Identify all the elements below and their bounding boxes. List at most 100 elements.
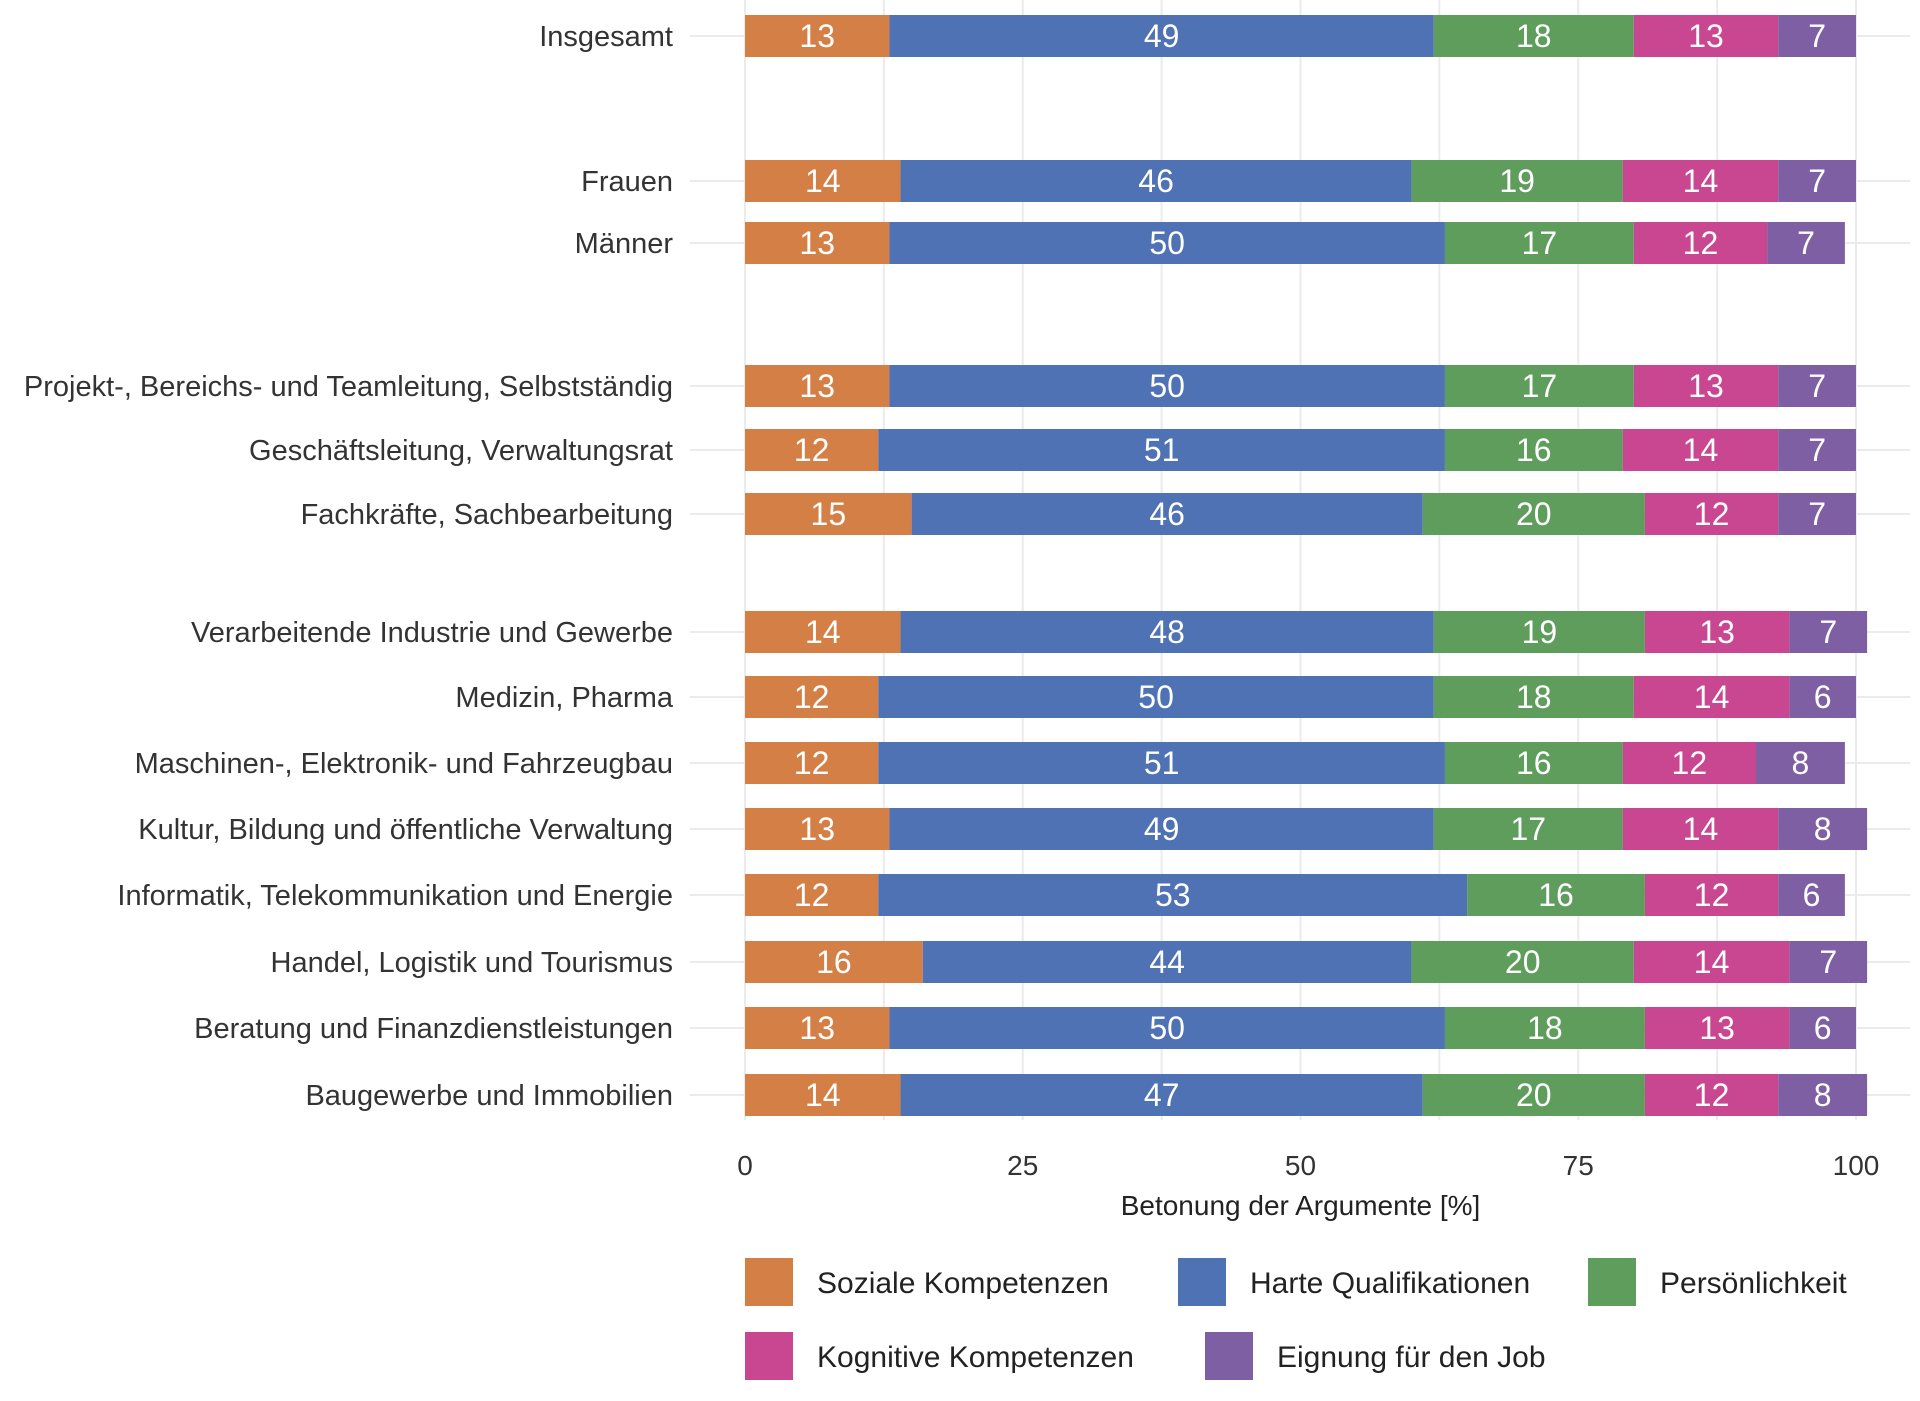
bar-segment bbox=[1633, 365, 1779, 407]
bar-segment bbox=[889, 1007, 1445, 1049]
data-label: 44 bbox=[1149, 944, 1185, 980]
bar-segment bbox=[1644, 493, 1779, 535]
bar-segment bbox=[1789, 941, 1868, 983]
category-label: Handel, Logistik und Tourismus bbox=[271, 947, 673, 979]
bar-segment bbox=[1444, 742, 1623, 784]
data-label: 8 bbox=[1792, 745, 1810, 781]
bar-segment bbox=[878, 429, 1445, 471]
bar-segment bbox=[1778, 429, 1856, 471]
category-label: Projekt-, Bereichs- und Teamleitung, Sel… bbox=[24, 371, 673, 403]
legend-swatch bbox=[745, 1258, 793, 1306]
data-label: 14 bbox=[805, 1077, 841, 1113]
data-label: 51 bbox=[1144, 432, 1180, 468]
legend-label: Eignung für den Job bbox=[1277, 1341, 1546, 1374]
data-label: 7 bbox=[1808, 496, 1826, 532]
category-label: Verarbeitende Industrie und Gewerbe bbox=[191, 617, 673, 649]
data-label: 19 bbox=[1499, 163, 1535, 199]
bar-segment bbox=[745, 676, 879, 718]
bar-segment bbox=[1778, 365, 1856, 407]
data-label: 17 bbox=[1510, 811, 1546, 847]
data-label: 19 bbox=[1522, 614, 1558, 650]
category-label: Kultur, Bildung und öffentliche Verwaltu… bbox=[138, 814, 673, 846]
category-label: Medizin, Pharma bbox=[455, 682, 673, 714]
bar-segment bbox=[1778, 874, 1845, 916]
data-label: 12 bbox=[1683, 225, 1719, 261]
data-label: 14 bbox=[805, 163, 841, 199]
bar-segment bbox=[745, 365, 890, 407]
data-label: 13 bbox=[799, 811, 835, 847]
bar-segment bbox=[889, 222, 1445, 264]
category-label: Männer bbox=[575, 228, 674, 260]
bar-segment bbox=[1778, 493, 1856, 535]
data-label: 12 bbox=[1694, 877, 1730, 913]
data-label: 7 bbox=[1808, 18, 1826, 54]
bar-segment bbox=[1644, 1007, 1790, 1049]
data-label: 17 bbox=[1522, 368, 1558, 404]
bar-segment bbox=[878, 874, 1468, 916]
category-label: Insgesamt bbox=[539, 21, 673, 53]
data-label: 50 bbox=[1149, 1010, 1185, 1046]
bar-segment bbox=[745, 160, 901, 202]
bar-segment bbox=[922, 941, 1412, 983]
bar-segment bbox=[1778, 15, 1856, 57]
bar-segment bbox=[1622, 429, 1779, 471]
bar-segment bbox=[745, 742, 879, 784]
bar-segment bbox=[900, 1074, 1423, 1116]
bar-segment bbox=[1444, 429, 1623, 471]
data-label: 13 bbox=[1688, 18, 1724, 54]
data-label: 7 bbox=[1808, 163, 1826, 199]
category-label: Informatik, Telekommunikation und Energi… bbox=[117, 880, 673, 912]
bar-segment bbox=[1644, 874, 1779, 916]
bar-segment bbox=[1422, 493, 1645, 535]
data-label: 20 bbox=[1516, 1077, 1552, 1113]
bar-segment bbox=[1444, 1007, 1645, 1049]
bar-segment bbox=[1433, 611, 1645, 653]
data-label: 14 bbox=[1694, 944, 1730, 980]
data-label: 16 bbox=[1516, 745, 1552, 781]
data-label: 18 bbox=[1527, 1010, 1563, 1046]
bar-segment bbox=[745, 941, 923, 983]
data-label: 20 bbox=[1505, 944, 1541, 980]
data-label: 7 bbox=[1797, 225, 1815, 261]
data-label: 7 bbox=[1808, 368, 1826, 404]
bar-segment bbox=[1778, 160, 1856, 202]
bar-segment bbox=[745, 15, 890, 57]
bar-segment bbox=[889, 808, 1434, 850]
data-label: 12 bbox=[794, 679, 830, 715]
data-label: 48 bbox=[1149, 614, 1185, 650]
data-label: 53 bbox=[1155, 877, 1191, 913]
bar-segment bbox=[1433, 15, 1634, 57]
category-labels: Insgesamt Frauen Männer Projekt-, Bereichs-… bbox=[24, 21, 674, 1112]
x-tick-label: 75 bbox=[1563, 1150, 1594, 1181]
data-label: 12 bbox=[794, 877, 830, 913]
data-label: 14 bbox=[805, 614, 841, 650]
bar-segment bbox=[1633, 15, 1779, 57]
bar-segment bbox=[889, 15, 1434, 57]
data-label: 17 bbox=[1522, 225, 1558, 261]
bar-segment bbox=[1756, 742, 1845, 784]
category-label: Beratung und Finanzdienstleistungen bbox=[194, 1013, 673, 1045]
data-label: 12 bbox=[1672, 745, 1708, 781]
category-label: Fachkräfte, Sachbearbeitung bbox=[301, 499, 673, 531]
legend-label: Persönlichkeit bbox=[1660, 1267, 1847, 1300]
data-label: 14 bbox=[1683, 432, 1719, 468]
legend-swatch bbox=[1205, 1332, 1253, 1380]
data-label: 12 bbox=[1694, 1077, 1730, 1113]
data-label: 20 bbox=[1516, 496, 1552, 532]
data-label: 6 bbox=[1814, 1010, 1832, 1046]
bar-segment bbox=[1411, 941, 1634, 983]
data-label: 50 bbox=[1138, 679, 1174, 715]
category-label: Baugewerbe und Immobilien bbox=[305, 1080, 673, 1112]
data-label: 13 bbox=[799, 368, 835, 404]
x-tick-label: 50 bbox=[1285, 1150, 1316, 1181]
x-tick-label: 0 bbox=[737, 1150, 753, 1181]
data-label: 7 bbox=[1819, 614, 1837, 650]
legend-label: Harte Qualifikationen bbox=[1250, 1267, 1530, 1300]
data-label: 50 bbox=[1149, 368, 1185, 404]
bar-segment bbox=[900, 160, 1412, 202]
data-label: 7 bbox=[1808, 432, 1826, 468]
data-label: 49 bbox=[1144, 811, 1180, 847]
data-label: 16 bbox=[816, 944, 852, 980]
legend: Soziale Kompetenzen Harte Qualifikationen… bbox=[745, 1258, 1847, 1380]
